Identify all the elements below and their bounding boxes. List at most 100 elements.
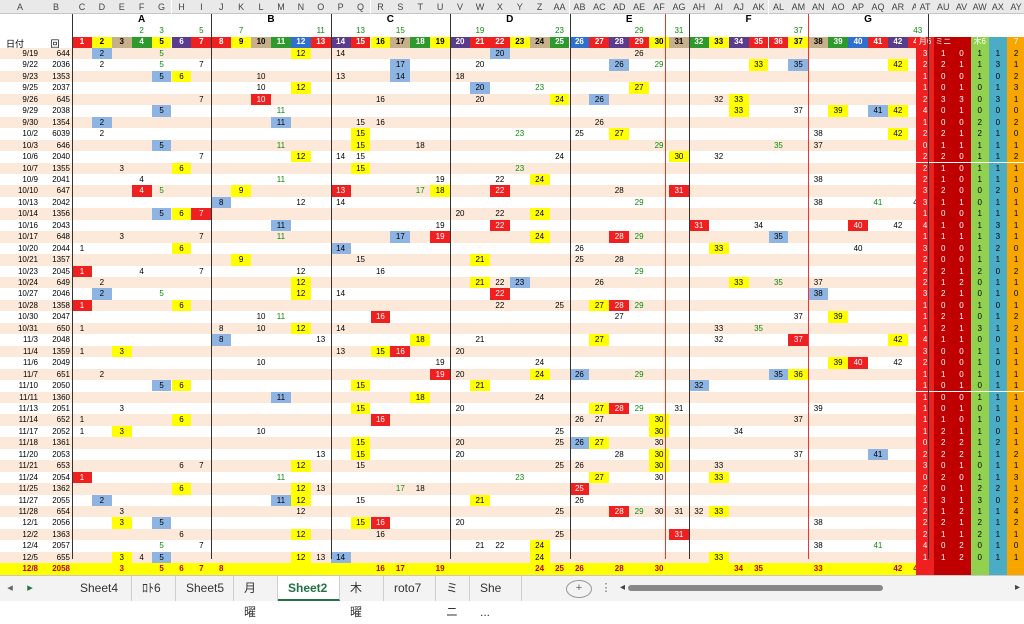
number-cell[interactable]: 30	[654, 507, 664, 516]
number-cell[interactable]: 6	[171, 208, 192, 220]
number-cell[interactable]: 15	[350, 448, 371, 461]
column-header-am[interactable]: AM	[788, 0, 809, 14]
number-cell[interactable]: 27	[614, 312, 624, 322]
number-cell[interactable]: 41	[868, 448, 888, 461]
number-cell[interactable]: 5	[159, 541, 164, 551]
number-cell[interactable]: 28	[609, 402, 630, 415]
number-cell[interactable]: 18	[410, 391, 431, 403]
number-cell[interactable]: 15	[350, 437, 371, 449]
latest-number-cell[interactable]: 25	[555, 564, 564, 574]
column-header-w[interactable]: W	[470, 0, 490, 14]
number-cell[interactable]: 13	[316, 484, 326, 494]
number-cell[interactable]: 37	[813, 140, 823, 150]
number-cell[interactable]: 23	[515, 129, 525, 139]
number-cell[interactable]: 16	[375, 266, 385, 276]
column-header-an[interactable]: AN	[808, 0, 829, 14]
number-cell[interactable]: 19	[435, 174, 445, 184]
number-cell[interactable]: 42	[893, 358, 903, 368]
number-cell[interactable]: 30	[654, 438, 664, 448]
number-cell[interactable]: 37	[793, 415, 803, 425]
number-cell[interactable]: 26	[609, 59, 630, 71]
number-cell[interactable]: 38	[813, 129, 823, 139]
number-cell[interactable]: 25	[574, 255, 584, 265]
number-cell[interactable]: 29	[654, 60, 664, 70]
number-cell[interactable]: 6	[179, 461, 184, 471]
number-cell[interactable]: 11	[276, 174, 286, 184]
number-cell[interactable]: 33	[748, 59, 769, 71]
number-cell[interactable]: 28	[614, 186, 624, 196]
number-cell[interactable]: 35	[773, 140, 783, 150]
column-header-ad[interactable]: AD	[609, 0, 630, 14]
number-cell[interactable]: 21	[475, 335, 485, 345]
column-header-y[interactable]: Y	[509, 0, 530, 14]
number-cell[interactable]: 22	[495, 209, 505, 219]
number-cell[interactable]: 40	[848, 219, 868, 232]
number-cell[interactable]: 34	[734, 426, 744, 436]
latest-number-cell[interactable]: 26	[574, 564, 584, 574]
number-cell[interactable]: 10	[256, 323, 266, 333]
column-header-e[interactable]: E	[111, 0, 132, 14]
column-header-at[interactable]: AT	[916, 0, 935, 14]
column-header-ac[interactable]: AC	[589, 0, 610, 14]
number-cell[interactable]: 5	[151, 139, 172, 152]
number-cell[interactable]: 20	[455, 449, 465, 459]
number-cell[interactable]: 14	[336, 289, 346, 299]
column-header-u[interactable]: U	[430, 0, 451, 14]
number-cell[interactable]: 1	[79, 346, 85, 356]
number-cell[interactable]: 12	[290, 322, 311, 335]
number-cell[interactable]: 27	[594, 415, 604, 425]
number-cell[interactable]: 31	[688, 219, 709, 232]
column-header-ag[interactable]: AG	[669, 0, 689, 14]
number-cell[interactable]: 13	[336, 346, 346, 356]
latest-number-cell[interactable]: 8	[219, 564, 224, 574]
number-cell[interactable]: 18	[415, 140, 425, 150]
number-cell[interactable]: 12	[290, 151, 311, 163]
number-cell[interactable]: 21	[475, 541, 485, 551]
number-cell[interactable]: 22	[489, 219, 510, 232]
number-cell[interactable]: 24	[529, 231, 550, 243]
number-cell[interactable]: 26	[574, 243, 584, 253]
number-cell[interactable]: 16	[375, 117, 385, 127]
number-cell[interactable]: 33	[708, 242, 729, 255]
number-cell[interactable]: 24	[529, 368, 550, 381]
number-cell[interactable]: 39	[828, 357, 849, 369]
number-cell[interactable]: 27	[589, 299, 610, 312]
number-cell[interactable]: 3	[111, 425, 132, 438]
number-cell[interactable]: 25	[574, 129, 584, 139]
number-cell[interactable]: 10	[256, 71, 266, 81]
number-cell[interactable]: 12	[290, 288, 311, 300]
number-cell[interactable]: 40	[848, 357, 868, 369]
number-cell[interactable]: 5	[159, 60, 164, 70]
number-cell[interactable]: 2	[99, 60, 105, 70]
tab-she[interactable]: She ...	[470, 576, 522, 619]
number-cell[interactable]: 10	[256, 358, 266, 368]
number-cell[interactable]: 5	[159, 49, 164, 58]
number-cell[interactable]: 20	[455, 209, 465, 219]
number-cell[interactable]: 26	[574, 461, 584, 471]
number-cell[interactable]: 15	[356, 495, 365, 505]
number-cell[interactable]: 10	[256, 426, 266, 436]
number-cell[interactable]: 25	[555, 438, 564, 448]
latest-number-cell[interactable]: 5	[159, 564, 164, 574]
number-cell[interactable]: 35	[754, 323, 763, 333]
latest-number-cell[interactable]: 16	[375, 564, 385, 574]
column-header-al[interactable]: AL	[768, 0, 789, 14]
number-cell[interactable]: 17	[390, 59, 411, 71]
number-cell[interactable]: 21	[470, 254, 490, 266]
column-header-ap[interactable]: AP	[848, 0, 868, 14]
number-cell[interactable]: 15	[356, 117, 365, 127]
number-cell[interactable]: 38	[813, 518, 823, 528]
column-header-ao[interactable]: AO	[828, 0, 849, 14]
number-cell[interactable]: 2	[91, 494, 112, 506]
number-cell[interactable]: 21	[470, 277, 490, 289]
number-cell[interactable]: 11	[276, 472, 286, 482]
add-sheet-icon[interactable]: +	[566, 580, 592, 598]
number-cell[interactable]: 15	[350, 162, 371, 174]
number-cell[interactable]: 29	[634, 369, 644, 379]
column-header-h[interactable]: H	[171, 0, 192, 14]
number-cell[interactable]: 22	[489, 288, 510, 300]
latest-number-cell[interactable]: 30	[654, 564, 664, 574]
column-header-g[interactable]: G	[151, 0, 172, 14]
number-cell[interactable]: 41	[873, 541, 883, 551]
number-cell[interactable]: 17	[395, 484, 405, 494]
